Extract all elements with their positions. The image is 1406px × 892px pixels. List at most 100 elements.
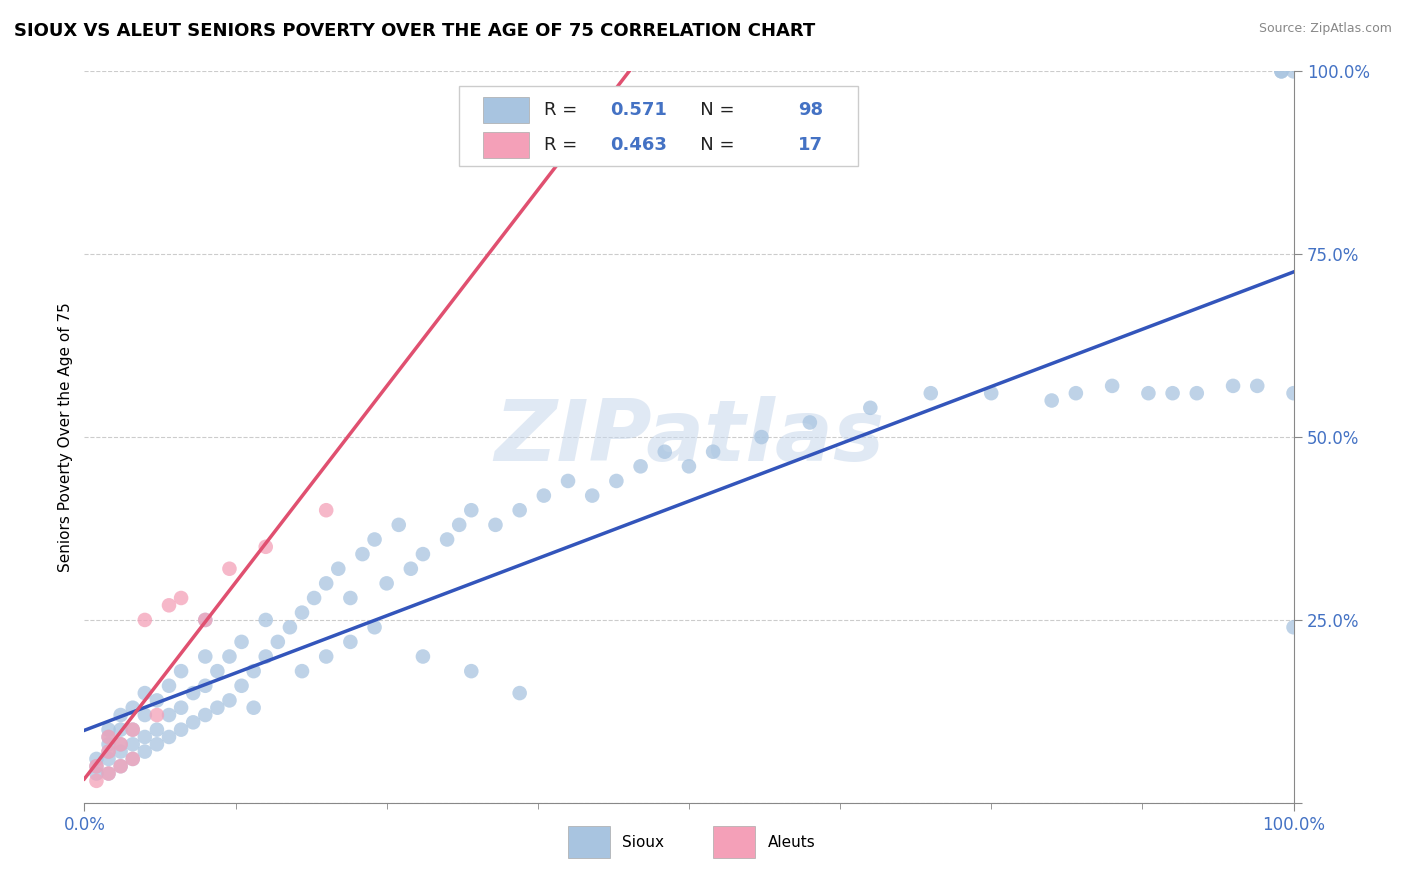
- Point: [86, 752, 108, 766]
- Point: [1161, 386, 1184, 401]
- Point: [315, 503, 337, 517]
- Point: [460, 503, 482, 517]
- Point: [302, 591, 325, 605]
- Text: 17: 17: [797, 136, 823, 154]
- Point: [1222, 379, 1244, 393]
- Point: [254, 613, 277, 627]
- Point: [1101, 379, 1123, 393]
- Point: [134, 708, 156, 723]
- Point: [412, 649, 434, 664]
- Point: [267, 635, 290, 649]
- Text: Source: ZipAtlas.com: Source: ZipAtlas.com: [1258, 22, 1392, 36]
- Text: N =: N =: [683, 101, 740, 120]
- Text: Aleuts: Aleuts: [768, 835, 815, 850]
- Point: [291, 664, 314, 678]
- Point: [157, 708, 180, 723]
- Point: [121, 752, 143, 766]
- Point: [97, 745, 120, 759]
- Point: [460, 664, 482, 678]
- Point: [1064, 386, 1087, 401]
- Point: [207, 664, 229, 678]
- Point: [751, 430, 773, 444]
- FancyBboxPatch shape: [460, 86, 858, 167]
- Point: [86, 766, 108, 780]
- Point: [146, 708, 169, 723]
- Point: [97, 730, 120, 744]
- Point: [630, 459, 652, 474]
- Point: [291, 606, 314, 620]
- Point: [170, 700, 193, 714]
- Point: [97, 737, 120, 751]
- Point: [509, 503, 531, 517]
- Point: [352, 547, 374, 561]
- Point: [1282, 64, 1305, 78]
- Point: [97, 766, 120, 780]
- Point: [678, 459, 700, 474]
- Point: [254, 540, 277, 554]
- Point: [110, 723, 132, 737]
- Point: [315, 649, 337, 664]
- Point: [231, 679, 253, 693]
- Point: [533, 489, 555, 503]
- Point: [121, 700, 143, 714]
- Text: R =: R =: [544, 136, 583, 154]
- Point: [146, 693, 169, 707]
- Point: [194, 613, 217, 627]
- Point: [980, 386, 1002, 401]
- Point: [449, 517, 471, 532]
- Point: [110, 708, 132, 723]
- Point: [231, 635, 253, 649]
- Point: [1246, 379, 1268, 393]
- Point: [134, 613, 156, 627]
- Text: R =: R =: [544, 101, 583, 120]
- Point: [242, 664, 264, 678]
- Point: [412, 547, 434, 561]
- Text: SIOUX VS ALEUT SENIORS POVERTY OVER THE AGE OF 75 CORRELATION CHART: SIOUX VS ALEUT SENIORS POVERTY OVER THE …: [14, 22, 815, 40]
- Point: [121, 752, 143, 766]
- Point: [97, 752, 120, 766]
- Point: [121, 723, 143, 737]
- Point: [399, 562, 422, 576]
- Point: [436, 533, 458, 547]
- Point: [97, 723, 120, 737]
- Point: [134, 730, 156, 744]
- Point: [1282, 386, 1305, 401]
- Point: [194, 613, 217, 627]
- Point: [605, 474, 627, 488]
- Point: [194, 708, 217, 723]
- Bar: [484, 97, 529, 123]
- Text: Sioux: Sioux: [623, 835, 665, 850]
- Point: [363, 533, 385, 547]
- Point: [121, 737, 143, 751]
- Text: 0.463: 0.463: [610, 136, 668, 154]
- Point: [388, 517, 411, 532]
- Point: [218, 562, 240, 576]
- Point: [702, 444, 724, 458]
- Point: [375, 576, 398, 591]
- Text: N =: N =: [683, 136, 740, 154]
- Point: [170, 664, 193, 678]
- Point: [920, 386, 942, 401]
- Point: [581, 489, 603, 503]
- Point: [110, 737, 132, 751]
- Point: [134, 686, 156, 700]
- Point: [1185, 386, 1208, 401]
- Bar: [484, 132, 529, 159]
- Point: [181, 715, 204, 730]
- Point: [328, 562, 350, 576]
- Point: [86, 759, 108, 773]
- Point: [110, 759, 132, 773]
- Point: [278, 620, 301, 634]
- Point: [97, 766, 120, 780]
- Bar: [568, 826, 610, 858]
- Point: [134, 745, 156, 759]
- Point: [1270, 64, 1292, 78]
- Point: [146, 737, 169, 751]
- Point: [110, 759, 132, 773]
- Point: [110, 737, 132, 751]
- Y-axis label: Seniors Poverty Over the Age of 75: Seniors Poverty Over the Age of 75: [58, 302, 73, 572]
- Point: [218, 649, 240, 664]
- Point: [339, 635, 361, 649]
- Point: [86, 759, 108, 773]
- Point: [146, 723, 169, 737]
